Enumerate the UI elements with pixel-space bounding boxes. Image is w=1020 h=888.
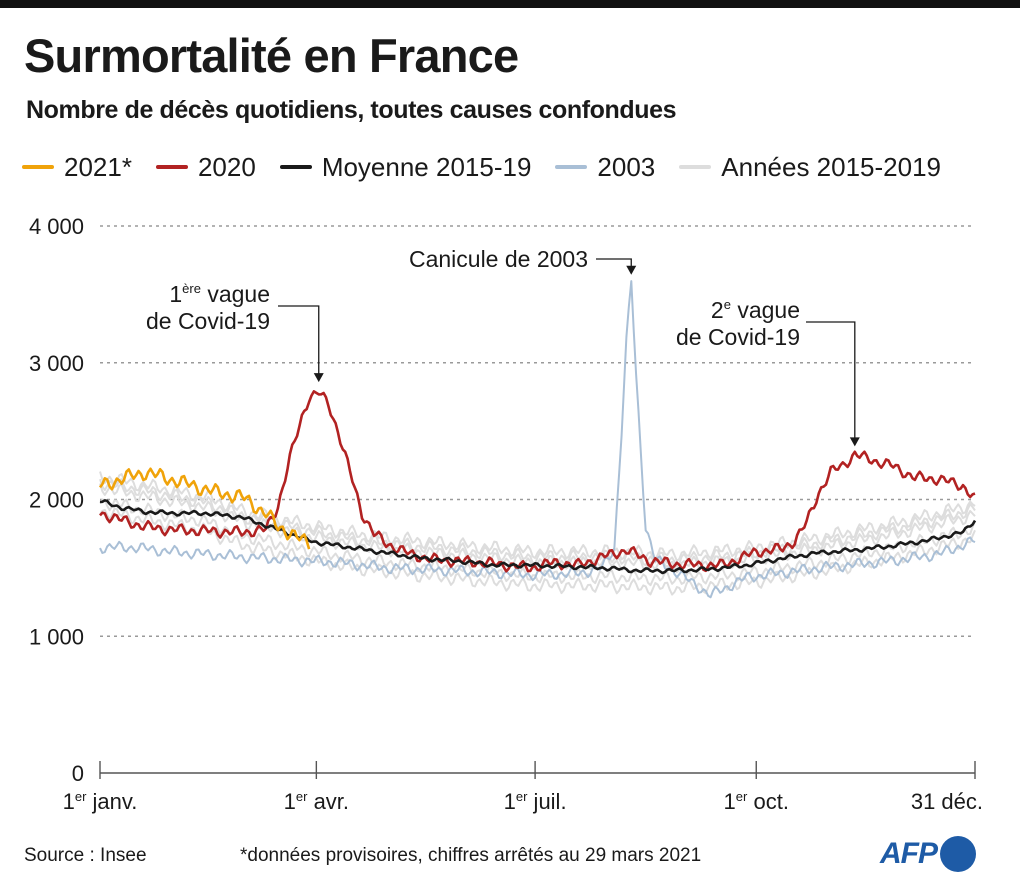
annotation-arrowhead — [313, 373, 324, 383]
y-tick-label: 0 — [72, 761, 84, 786]
x-tick-label: 1er juil. — [504, 789, 567, 814]
series-2020-line — [99, 390, 976, 573]
legend-label-years: Années 2015-2019 — [721, 151, 942, 182]
annotation-vague2-num: 2 — [711, 297, 724, 323]
afp-logo-dot — [940, 836, 976, 872]
legend-item-years: Années 2015-2019 — [679, 152, 941, 183]
legend-swatch-years — [679, 165, 712, 169]
annotation-vague1-line2: de Covid-19 — [146, 308, 270, 334]
x-tick-label-sup: er — [75, 789, 87, 804]
x-tick-label-sup: er — [296, 789, 308, 804]
annotation-canicule: Canicule de 2003 — [409, 246, 588, 272]
x-tick-label: 31 déc. — [911, 789, 983, 814]
afp-logo: AFP — [880, 834, 976, 874]
chart-title: Surmortalité en France — [24, 29, 519, 82]
annotation-arrowhead — [626, 265, 637, 275]
annotation-vague1-sup: ère — [182, 281, 201, 296]
y-tick-label: 1 000 — [29, 624, 84, 649]
legend: 2021* 2020 Moyenne 2015-19 2003 Années 2… — [22, 150, 941, 184]
top-rule — [0, 0, 1020, 8]
afp-logo-text: AFP — [880, 837, 938, 870]
x-tick-label: 1er oct. — [724, 789, 789, 814]
series-2003-line — [99, 280, 976, 599]
legend-swatch-2020 — [155, 165, 188, 169]
legend-label-2021: 2021* — [64, 151, 132, 182]
x-tick-label-sup: er — [736, 789, 748, 804]
annotation-vague2-line2: de Covid-19 — [676, 324, 800, 350]
legend-swatch-mean — [279, 165, 312, 169]
annotation-vague1-leader — [278, 305, 320, 375]
provisional-note: *données provisoires, chiffres arrêtés a… — [240, 845, 702, 866]
x-tick-label-text: juil. — [527, 789, 566, 814]
legend-label-mean: Moyenne 2015-19 — [321, 151, 532, 182]
annotation-vague2-word: vague — [731, 297, 800, 323]
annotation-canicule-leader — [596, 258, 632, 267]
annotation-vague2-leader — [806, 321, 856, 439]
annotation-arrowhead — [849, 437, 860, 447]
y-tick-label: 4 000 — [29, 214, 84, 239]
series-year-line — [99, 507, 976, 596]
x-tick-label: 1er janv. — [63, 789, 138, 814]
series-2021-line — [98, 467, 311, 550]
source-note: Source : Insee — [24, 845, 147, 866]
annotation-vague1-line1: 1ère vague — [169, 281, 270, 307]
legend-item-2021: 2021* — [22, 152, 132, 183]
series-year-line — [99, 471, 976, 562]
series-year-line — [99, 478, 976, 568]
series-year-line — [99, 498, 976, 587]
x-tick-label-text: janv. — [86, 789, 137, 814]
annotation-vague2-sup: e — [724, 297, 731, 312]
legend-swatch-2021 — [22, 165, 54, 169]
chart-subtitle: Nombre de décès quotidiens, toutes cause… — [26, 96, 677, 124]
legend-item-2003: 2003 — [555, 152, 655, 183]
legend-label-2003: 2003 — [597, 151, 656, 182]
legend-swatch-2003 — [555, 165, 588, 169]
annotation-vague1-num: 1 — [169, 281, 182, 307]
y-tick-label: 2 000 — [29, 488, 84, 513]
legend-item-2020: 2020 — [155, 151, 256, 183]
series-mean-line — [99, 499, 977, 575]
x-tick-label: 1er avr. — [284, 789, 349, 814]
legend-item-mean: Moyenne 2015-19 — [279, 151, 532, 183]
annotation-vague1-word: vague — [201, 281, 270, 307]
y-tick-label: 3 000 — [29, 351, 84, 376]
x-tick-label-text: oct. — [747, 789, 789, 814]
annotation-vague2-line1: 2e vague — [711, 297, 800, 323]
legend-label-2020: 2020 — [197, 151, 256, 182]
x-tick-label-sup: er — [516, 789, 528, 804]
x-tick-label-text: avr. — [307, 789, 349, 814]
